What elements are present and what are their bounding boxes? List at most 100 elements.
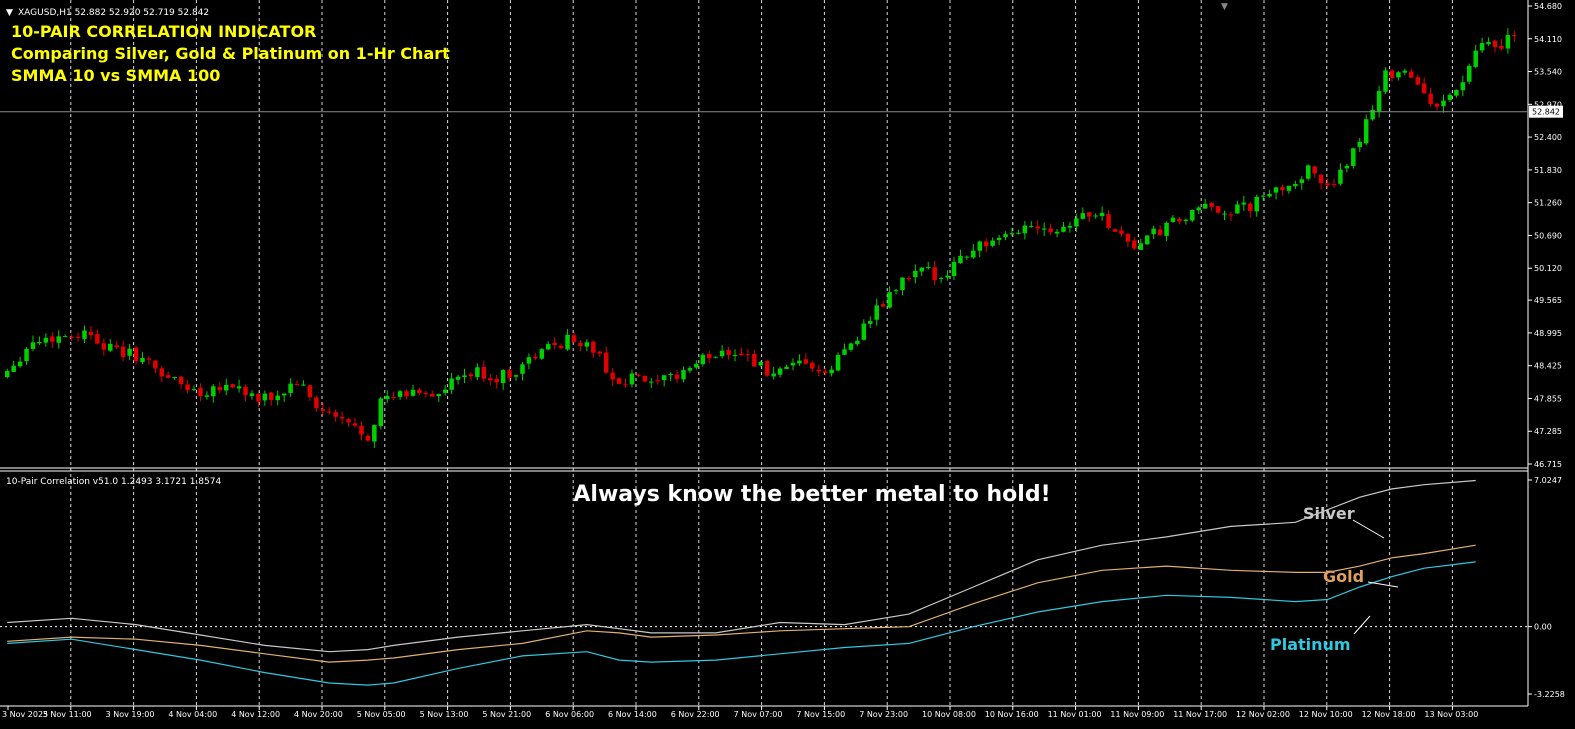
bull-candle-body	[1144, 235, 1150, 245]
bull-candle-body	[681, 370, 686, 380]
time-tick-label: 5 Nov 13:00	[420, 710, 469, 719]
bull-candle-body	[945, 275, 950, 278]
indicator-caption: Always know the better metal to hold!	[573, 482, 1050, 507]
bear-candle-body	[185, 384, 190, 391]
collapse-triangle-icon[interactable]: ▼	[6, 8, 13, 18]
bear-candle-body	[1492, 40, 1498, 48]
bear-candle-body	[1157, 229, 1163, 236]
bull-candle-body	[565, 334, 570, 350]
bear-candle-body	[346, 419, 351, 423]
bull-candle-body	[372, 424, 377, 442]
time-tick-label: 7 Nov 07:00	[734, 710, 783, 719]
bull-candle-body	[281, 393, 287, 396]
bear-candle-body	[327, 411, 332, 413]
bear-candle-body	[269, 392, 274, 401]
bear-candle-body	[1119, 230, 1124, 235]
price-tick-label: 48.425	[1534, 362, 1562, 371]
bull-candle-body	[455, 376, 461, 380]
time-tick-label: 13 Nov 03:00	[1424, 710, 1478, 719]
bull-candle-body	[449, 378, 454, 390]
bull-candle-body	[442, 389, 448, 393]
bull-candle-body	[784, 366, 789, 369]
time-tick-label: 11 Nov 17:00	[1173, 710, 1227, 719]
bear-candle-body	[1409, 71, 1414, 78]
shift-marker-icon[interactable]: ▼	[1221, 2, 1228, 12]
bull-candle-body	[1402, 70, 1408, 73]
bull-candle-body	[262, 393, 268, 401]
bull-candle-body	[223, 384, 229, 391]
bull-candle-body	[11, 365, 16, 372]
bear-candle-body	[307, 385, 313, 398]
bull-candle-body	[925, 267, 931, 269]
bull-candle-body	[1241, 202, 1247, 205]
bear-candle-body	[1087, 212, 1092, 217]
time-tick-label: 3 Nov 11:00	[43, 710, 92, 719]
bull-candle-body	[1363, 119, 1369, 144]
bull-candle-body	[1441, 100, 1446, 107]
bull-candle-body	[1003, 234, 1008, 238]
silver-line	[7, 479, 1476, 653]
bull-candle-body	[758, 361, 764, 366]
bear-candle-body	[1035, 226, 1040, 229]
bear-candle-body	[623, 384, 628, 386]
price-tick-label: 54.680	[1534, 2, 1562, 11]
bull-candle-body	[384, 395, 390, 400]
bear-candle-body	[359, 425, 364, 435]
bull-candle-body	[990, 240, 995, 246]
bear-candle-body	[159, 368, 165, 377]
annotation-line-2: Comparing Silver, Gold & Platinum on 1-H…	[11, 44, 450, 63]
bull-candle-body	[861, 323, 867, 340]
bull-candle-body	[513, 375, 519, 377]
bear-candle-body	[507, 370, 512, 378]
bull-candle-body	[1454, 89, 1459, 96]
time-tick-label: 4 Nov 20:00	[294, 710, 343, 719]
time-tick-label: 7 Nov 23:00	[859, 710, 908, 719]
bear-candle-body	[256, 393, 261, 402]
bull-candle-body	[1273, 187, 1279, 193]
indicator-lines	[7, 479, 1476, 686]
bull-candle-body	[1370, 109, 1375, 120]
bull-candle-body	[913, 270, 918, 278]
vertical-gridlines	[0, 0, 1528, 706]
bull-candle-body	[211, 386, 216, 397]
annotation-line-3: SMMA 10 vs SMMA 100	[11, 66, 220, 85]
time-tick-label: 10 Nov 08:00	[922, 710, 976, 719]
bull-candle-body	[1505, 35, 1511, 49]
bear-candle-body	[69, 336, 74, 338]
bull-candle-body	[1067, 225, 1073, 228]
bull-candle-body	[1016, 232, 1021, 234]
time-tick-label: 11 Nov 01:00	[1048, 710, 1102, 719]
time-tick-label: 6 Nov 14:00	[608, 710, 657, 719]
bull-candle-body	[236, 386, 242, 389]
time-tick-label: 4 Nov 04:00	[168, 710, 217, 719]
bull-candle-body	[1486, 42, 1491, 45]
price-tick-label: 46.715	[1534, 460, 1562, 469]
bear-candle-body	[423, 392, 429, 395]
bear-candle-body	[146, 358, 152, 360]
bear-candle-body	[243, 386, 248, 395]
bear-candle-body	[133, 347, 139, 362]
bull-candle-body	[732, 354, 738, 356]
bull-candle-body	[868, 321, 873, 324]
bear-candle-body	[1125, 233, 1131, 242]
bull-candle-body	[1022, 225, 1028, 234]
bear-candle-body	[417, 389, 422, 393]
bear-candle-body	[333, 412, 338, 417]
bear-candle-body	[1112, 229, 1118, 232]
bear-candle-body	[578, 342, 583, 347]
bull-candle-body	[668, 373, 673, 375]
bull-candle-body	[545, 344, 551, 350]
bull-candle-body	[1299, 179, 1305, 183]
bull-candle-body	[1138, 243, 1144, 250]
bull-candle-body	[887, 292, 892, 308]
bull-candle-body	[1099, 212, 1105, 217]
bear-candle-body	[745, 354, 751, 356]
time-tick-label: 12 Nov 10:00	[1299, 710, 1353, 719]
bear-candle-body	[1325, 183, 1330, 186]
bear-candle-body	[1434, 103, 1440, 107]
bull-candle-body	[62, 336, 68, 338]
bull-candle-body	[17, 361, 23, 367]
bear-candle-body	[494, 378, 499, 383]
